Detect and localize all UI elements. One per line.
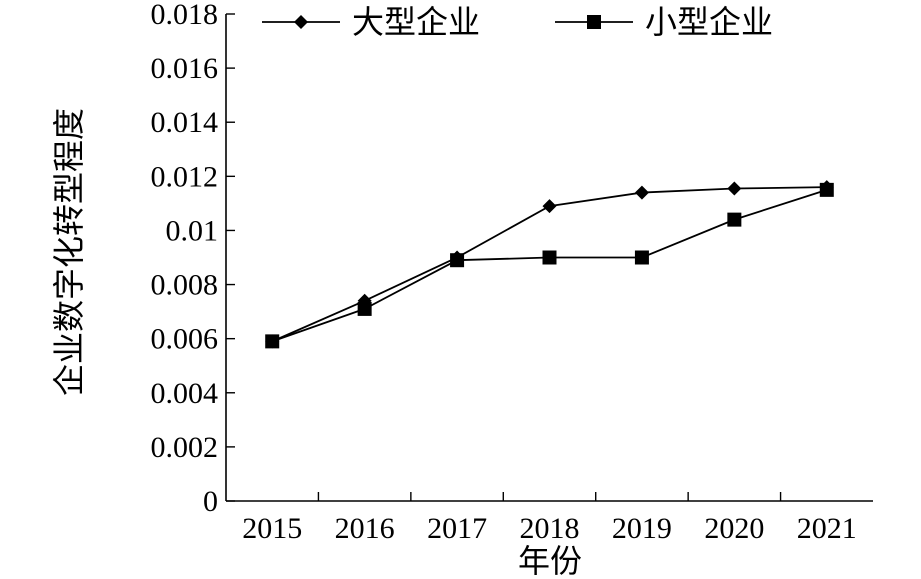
x-tick-label: 2018	[520, 512, 580, 545]
legend-label: 大型企业	[352, 4, 480, 40]
legend-label: 小型企业	[645, 4, 773, 40]
data-point-square	[265, 334, 280, 349]
data-point-square	[634, 250, 649, 265]
legend-marker-diamond	[294, 15, 308, 29]
y-tick-label: 0.012	[151, 160, 219, 193]
data-point-diamond	[727, 181, 742, 196]
x-tick-label: 2020	[704, 512, 764, 545]
series-2	[265, 182, 834, 349]
series-layer	[265, 180, 834, 349]
x-tick-label: 2021	[797, 512, 857, 545]
x-tick-label: 2016	[335, 512, 395, 545]
y-tick-label: 0.016	[151, 52, 219, 85]
data-point-diamond	[634, 185, 649, 200]
y-tick-label: 0	[203, 485, 218, 518]
y-axis-title: 企业数字化转型程度	[51, 108, 87, 396]
legend-item: 大型企业	[262, 4, 480, 40]
data-point-square	[727, 212, 742, 227]
x-axis-title: 年份	[518, 543, 582, 579]
y-tick-label: 0.002	[151, 431, 219, 464]
y-ticks: 0 0.002 0.004 0.006 0.008 0.01 0.012 0.014 0.016…	[151, 0, 235, 518]
legend: 大型企业 小型企业	[262, 4, 773, 40]
x-ticks: 2015 2016 2017 2018 2019 2020 2021	[242, 492, 857, 545]
data-point-square	[819, 182, 834, 197]
data-point-diamond	[542, 199, 557, 214]
data-point-square	[450, 253, 465, 268]
x-tick-label: 2019	[612, 512, 672, 545]
y-tick-label: 0.018	[151, 0, 219, 31]
y-tick-label: 0.004	[151, 377, 219, 410]
x-tick-label: 2017	[427, 512, 487, 545]
legend-item: 小型企业	[555, 4, 773, 40]
legend-marker-square	[587, 15, 601, 29]
y-tick-label: 0.008	[151, 269, 219, 302]
x-tick-label: 2015	[242, 512, 302, 545]
y-tick-label: 0.006	[151, 323, 219, 356]
data-point-square	[357, 301, 372, 316]
data-point-square	[542, 250, 557, 265]
axes	[225, 14, 873, 502]
y-tick-label: 0.014	[151, 106, 219, 139]
y-tick-label: 0.01	[166, 214, 219, 247]
